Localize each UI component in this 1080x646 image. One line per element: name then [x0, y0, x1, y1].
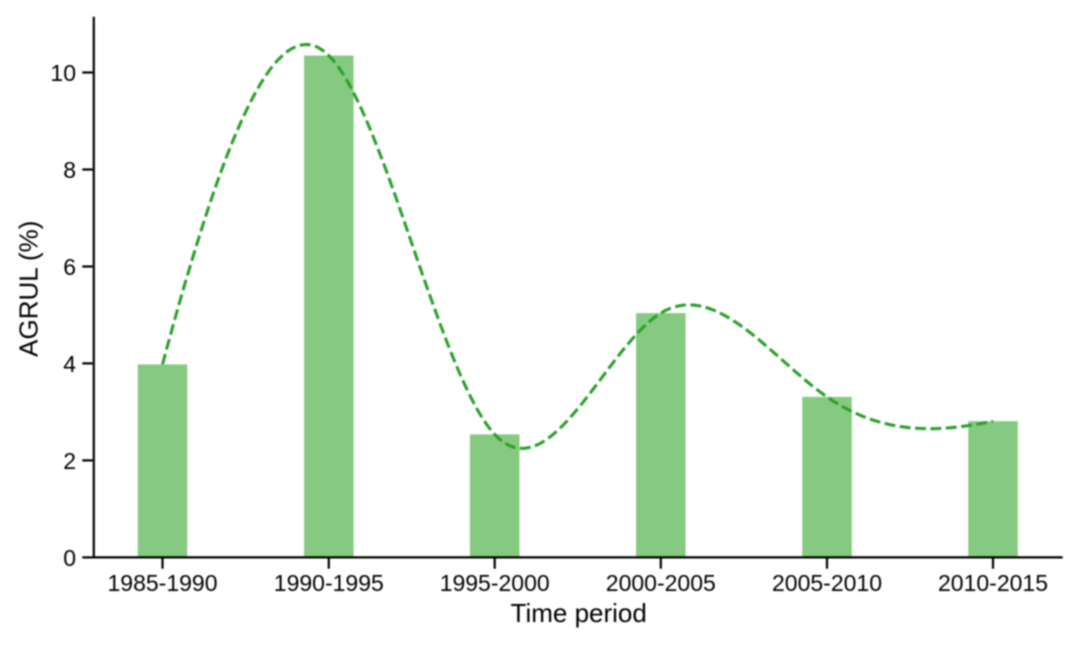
- svg-text:1985-1990: 1985-1990: [108, 570, 218, 596]
- svg-text:0: 0: [63, 545, 76, 571]
- svg-text:2005-2010: 2005-2010: [772, 570, 882, 596]
- svg-text:1990-1995: 1990-1995: [274, 570, 384, 596]
- svg-text:4: 4: [63, 351, 76, 377]
- svg-text:1995-2000: 1995-2000: [440, 570, 550, 596]
- svg-text:10: 10: [50, 60, 76, 86]
- svg-text:6: 6: [63, 254, 76, 280]
- svg-text:Time period: Time period: [511, 598, 647, 628]
- svg-text:2: 2: [63, 448, 76, 474]
- svg-text:8: 8: [63, 157, 76, 183]
- svg-text:2010-2015: 2010-2015: [938, 570, 1048, 596]
- svg-text:AGRUL (%): AGRUL (%): [14, 221, 44, 357]
- svg-text:2000-2005: 2000-2005: [606, 570, 716, 596]
